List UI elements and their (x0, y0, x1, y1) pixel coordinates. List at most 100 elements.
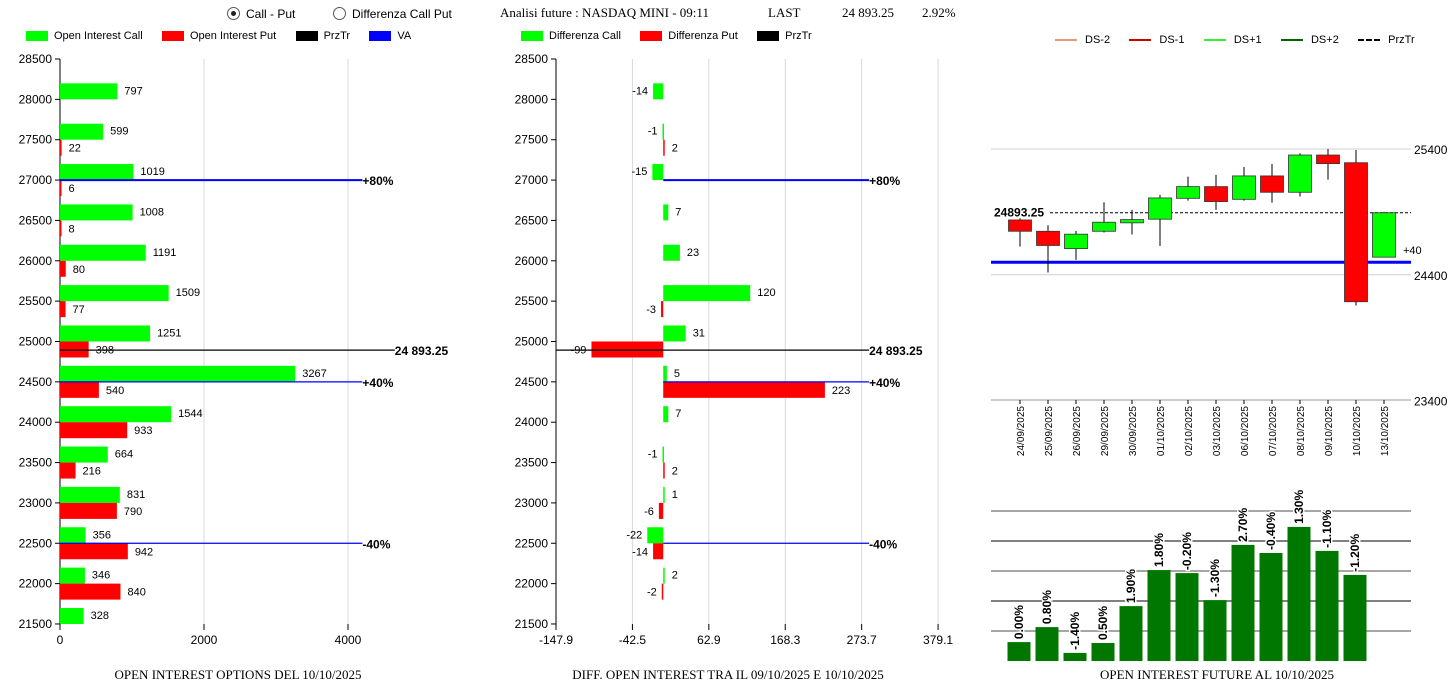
date-label: 07/10/2025 (1268, 406, 1279, 456)
data-label: -6 (644, 506, 654, 518)
data-label: 2 (672, 570, 678, 582)
candle-body (1148, 197, 1172, 220)
data-label: 2 (672, 143, 678, 155)
last-label: LAST (768, 5, 801, 20)
date-label: 25/09/2025 (1044, 406, 1055, 456)
data-label: 328 (91, 610, 109, 622)
data-label: 5 (674, 368, 680, 380)
data-label: -3 (646, 304, 656, 316)
x-tick-label: 273.7 (847, 633, 877, 647)
call-bar (60, 164, 134, 181)
legend-item: PrzTr (295, 30, 350, 42)
data-label: -0.40% (1264, 512, 1278, 550)
data-label: -1.10% (1320, 510, 1334, 548)
call-bar (60, 123, 104, 140)
y-tick-label: 25000 (19, 334, 53, 348)
reference-label: 24 893.25 (395, 344, 449, 358)
future-bar (1231, 544, 1255, 661)
put-bar (60, 543, 128, 560)
call-bar (60, 527, 86, 544)
y-tick-label: 22500 (19, 536, 53, 550)
y-tick-label: 25500 (19, 294, 53, 308)
data-label: 933 (134, 425, 152, 437)
future-bar (1287, 526, 1311, 661)
data-label: 942 (135, 546, 153, 558)
put-bar (60, 301, 66, 318)
data-label: 831 (127, 489, 145, 501)
x-tick-label: 62.9 (697, 633, 721, 647)
data-label: -1.20% (1348, 534, 1362, 572)
y-tick-label: 21500 (515, 617, 549, 631)
future-bar (1119, 606, 1143, 661)
date-label: 26/09/2025 (1072, 406, 1083, 456)
data-label: 346 (92, 570, 110, 582)
data-label: 80 (73, 264, 85, 276)
y-tick-label: 24000 (19, 415, 53, 429)
x-tick-label: -42.5 (619, 633, 647, 647)
legend-item: Differenza Call (521, 30, 621, 42)
data-label: -14 (632, 85, 648, 97)
y-tick-label: 26500 (515, 213, 549, 227)
data-label: 1008 (140, 206, 164, 218)
data-label: 2 (672, 466, 678, 478)
legend-item: DS-1 (1129, 34, 1184, 46)
radio-differenza-call-put[interactable]: Differenza Call Put (333, 7, 452, 21)
data-label: 0.80% (1040, 590, 1054, 624)
data-label: 840 (127, 587, 145, 599)
future-bar (1035, 627, 1059, 661)
date-label: 08/10/2025 (1296, 406, 1307, 456)
data-label: 216 (83, 466, 101, 478)
put-bar (653, 543, 664, 560)
future-bar (1315, 550, 1339, 661)
data-label: -1 (648, 126, 658, 138)
x-tick-label: 2000 (191, 633, 218, 647)
reference-label: -40% (362, 537, 390, 551)
data-label: 22 (69, 143, 81, 155)
x-tick-label: 0 (57, 633, 64, 647)
call-bar (652, 164, 664, 181)
candle-body (1176, 186, 1200, 199)
put-bar (60, 139, 62, 156)
data-label: 356 (93, 529, 111, 541)
data-label: 664 (115, 449, 133, 461)
annotation: +40 (1403, 245, 1422, 257)
data-label: -1.40% (1068, 612, 1082, 650)
call-bar (60, 486, 120, 503)
chart-title-diff: DIFF. OPEN INTEREST TRA IL 09/10/2025 E … (572, 667, 884, 682)
data-label: 790 (124, 506, 142, 518)
call-bar (663, 567, 665, 584)
candle-body (1344, 162, 1368, 303)
candle-body (1008, 219, 1032, 232)
prztr-label: 24893.25 (994, 206, 1044, 220)
put-bar (60, 260, 66, 277)
call-bar (60, 406, 172, 423)
radio-call-put[interactable]: Call - Put (227, 7, 295, 21)
y-tick-label: 23500 (515, 456, 549, 470)
last-value: 24 893.25 (842, 5, 894, 20)
call-bar (663, 486, 665, 503)
y-tick-label: 28000 (515, 92, 549, 106)
data-label: 120 (757, 287, 775, 299)
date-label: 06/10/2025 (1240, 406, 1251, 456)
call-bar (60, 365, 296, 382)
call-bar (60, 83, 118, 100)
put-bar (661, 301, 664, 318)
call-bar (653, 83, 664, 100)
y-tick-label: 27000 (515, 173, 549, 187)
date-label: 13/10/2025 (1380, 406, 1391, 456)
call-bar (663, 365, 667, 382)
chart-title-future: OPEN INTEREST FUTURE AL 10/10/2025 (1099, 667, 1335, 682)
call-bar (647, 527, 664, 544)
data-label: 797 (124, 85, 142, 97)
legend-candles: DS-2 DS-1 DS+1 DS+2 PrzTr (1055, 30, 1431, 46)
candle-body (1092, 221, 1116, 232)
legend-item: Open Interest Put (162, 30, 276, 42)
y-tick-label: 27500 (19, 133, 53, 147)
legend-diff: Differenza Call Differenza Put PrzTr (521, 30, 828, 44)
date-label: 29/09/2025 (1100, 406, 1111, 456)
call-bar (60, 446, 108, 463)
candle-body (1036, 230, 1060, 246)
call-bar (60, 244, 146, 261)
candle-body (1204, 186, 1228, 202)
candle-body (1232, 175, 1256, 200)
